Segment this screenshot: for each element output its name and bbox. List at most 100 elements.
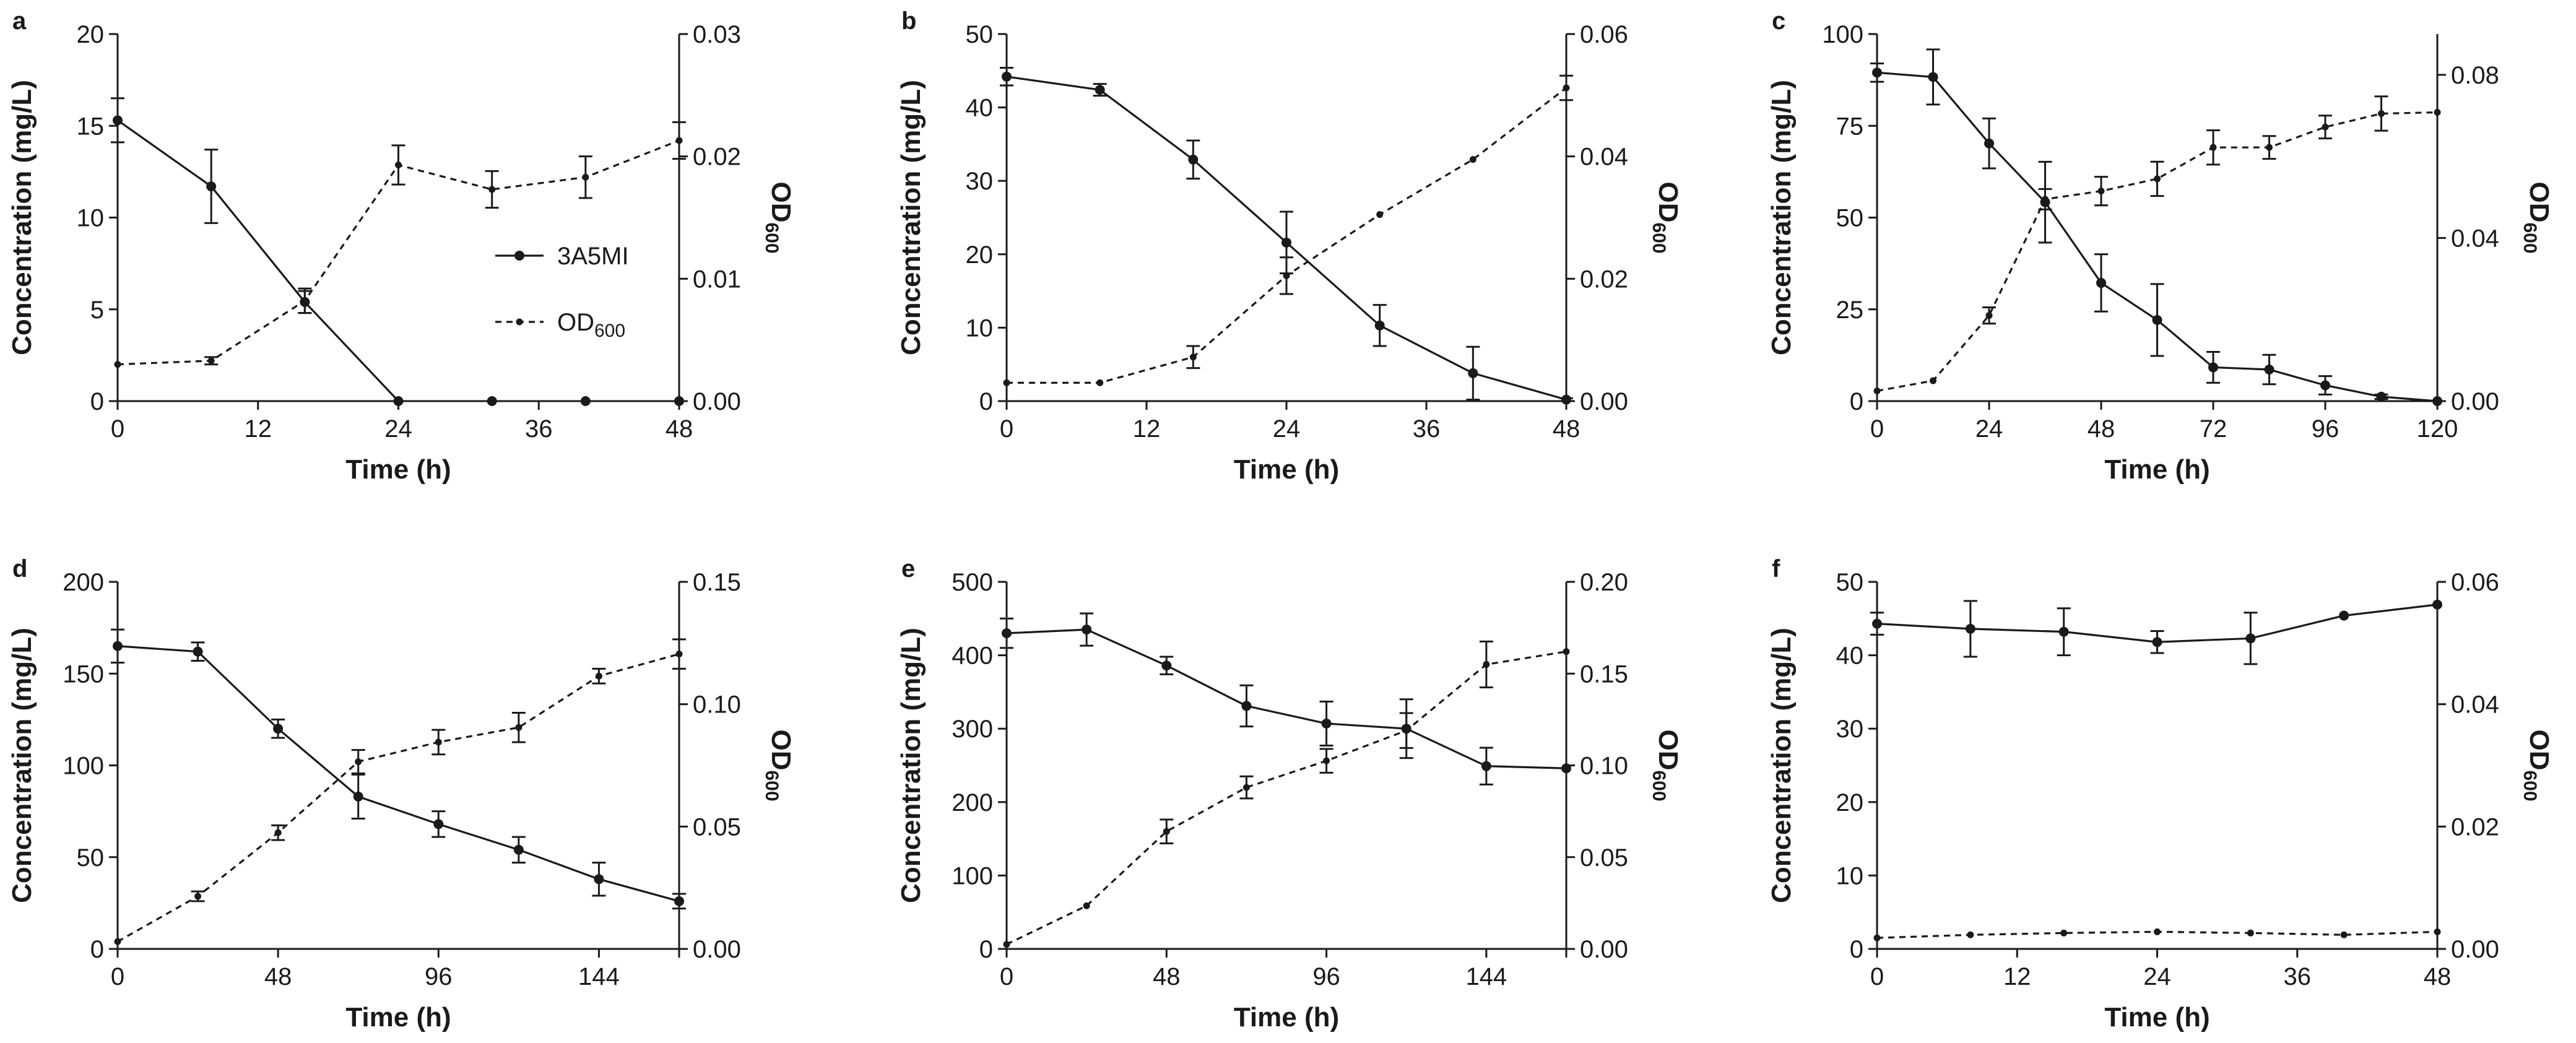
x-tick-label: 96 (2312, 415, 2340, 443)
x-tick-label: 36 (2284, 963, 2312, 990)
od600-point (1323, 757, 1330, 764)
x-tick-label: 48 (264, 963, 292, 990)
x-tick-label: 48 (2088, 415, 2115, 443)
legend-solid-marker (514, 251, 524, 261)
3a5mi-point (674, 896, 684, 906)
y2-axis-title: OD600 (1649, 729, 1683, 801)
y2-tick-label: 0.05 (1580, 844, 1628, 872)
x-tick-label: 24 (384, 415, 412, 443)
y-tick-label: 150 (63, 660, 104, 688)
x-tick-label: 48 (1153, 963, 1181, 990)
y2-axis-title: OD600 (2520, 181, 2554, 253)
y2-tick-label: 0.04 (2451, 225, 2499, 252)
od600-point (2378, 110, 2385, 117)
od600-point (2340, 931, 2348, 938)
x-axis-title: Time (h) (2104, 454, 2210, 485)
y2-axis-title: OD600 (761, 181, 796, 253)
y2-tick-label: 0.04 (2451, 691, 2499, 719)
y-tick-label: 30 (1836, 716, 1864, 743)
3a5mi-point (2096, 278, 2106, 288)
3a5mi-point (1561, 763, 1571, 774)
od600-point (114, 938, 121, 945)
y-tick-label: 5 (90, 296, 104, 324)
x-tick-label: 12 (245, 415, 272, 443)
y2-tick-label: 0.02 (2451, 813, 2499, 841)
3a5mi-point (487, 396, 497, 406)
od600-point (2322, 123, 2329, 131)
y2-axis-title: OD600 (1649, 181, 1683, 253)
y2-tick-label: 0.00 (2451, 936, 2499, 963)
panel-letter: c (1772, 7, 1785, 35)
x-tick-label: 24 (1273, 415, 1301, 443)
x-tick-label: 144 (578, 963, 620, 990)
panel-letter: b (901, 7, 916, 35)
y2-tick-label: 0.01 (693, 266, 741, 293)
y-tick-label: 10 (1836, 862, 1864, 889)
series-OD600 (1873, 928, 2441, 941)
y2-tick-label: 0.00 (1580, 936, 1628, 963)
y-tick-label: 400 (952, 643, 993, 670)
y2-tick-label: 0.05 (693, 813, 741, 841)
x-tick-label: 24 (1975, 415, 2003, 443)
3a5mi-point (433, 819, 444, 829)
od600-point (2247, 929, 2254, 937)
x-tick-label: 48 (2424, 963, 2452, 990)
od600-point (2097, 188, 2105, 195)
od600-point (1003, 379, 1010, 386)
od600-point (435, 738, 442, 746)
y-tick-label: 0 (90, 388, 104, 415)
od600-point (207, 357, 215, 365)
od600-point (2266, 144, 2273, 151)
series-3A5MI (1870, 48, 2442, 406)
series-3A5MI (1000, 67, 1573, 405)
y-tick-label: 0 (979, 936, 993, 963)
y-tick-label: 100 (1822, 21, 1863, 48)
3a5mi-point (1281, 237, 1291, 248)
od600-line (1876, 111, 2438, 392)
series-OD600 (1003, 74, 1573, 386)
3a5mi-point (2264, 365, 2275, 375)
3a5mi-point (1095, 85, 1105, 95)
panel-d: d 0 50 100 150 200 0.00 0.05 0.10 0.15 0 48 96 144 Tim… (7, 555, 796, 1032)
y-tick-label: 75 (1836, 113, 1864, 140)
3a5mi-point (1161, 660, 1172, 671)
panel-b: b 0 10 20 30 40 50 0.00 0.02 0.04 0.06 0 12 24 36 48 Tim… (896, 7, 1683, 485)
y2-tick-label: 0.20 (1580, 569, 1628, 596)
panel-letter: d (12, 555, 27, 582)
od600-point (2210, 144, 2217, 151)
series-OD600 (1873, 95, 2441, 395)
y2-tick-label: 0.10 (1580, 753, 1628, 780)
legend-dashed-marker (516, 318, 523, 326)
y-axis-title: Concentration (mg/L) (7, 628, 37, 903)
od600-point (1376, 211, 1384, 219)
y-tick-label: 20 (1836, 789, 1864, 816)
x-tick-label: 0 (111, 963, 124, 990)
y2-tick-label: 0.04 (1580, 144, 1628, 171)
x-tick-label: 24 (2143, 963, 2171, 990)
y2-tick-label: 0.00 (1580, 388, 1628, 415)
y-tick-label: 200 (63, 569, 104, 596)
3a5mi-point (206, 181, 217, 192)
od600-point (1483, 660, 1490, 668)
y2-tick-label: 0.10 (693, 691, 741, 719)
od600-point (1163, 828, 1170, 835)
3a5mi-point (1241, 701, 1252, 711)
od600-point (1083, 902, 1090, 909)
3a5mi-point (2339, 610, 2349, 621)
3a5mi-point (393, 396, 404, 406)
x-tick-label: 48 (666, 415, 693, 443)
y-axis-title: Concentration (mg/L) (1766, 80, 1797, 355)
3a5mi-point (2245, 633, 2256, 644)
3a5mi-point (1002, 628, 1012, 639)
3a5mi-point (513, 844, 524, 855)
3a5mi-point (1468, 368, 1478, 378)
y-tick-label: 50 (1836, 205, 1864, 232)
3a5mi-point (2208, 362, 2218, 373)
od600-point (1003, 941, 1010, 948)
3a5mi-point (1561, 394, 1571, 405)
y2-tick-label: 0.03 (693, 21, 741, 48)
3a5mi-point (2376, 391, 2387, 402)
od600-point (194, 893, 202, 900)
y-tick-label: 0 (1850, 936, 1863, 963)
